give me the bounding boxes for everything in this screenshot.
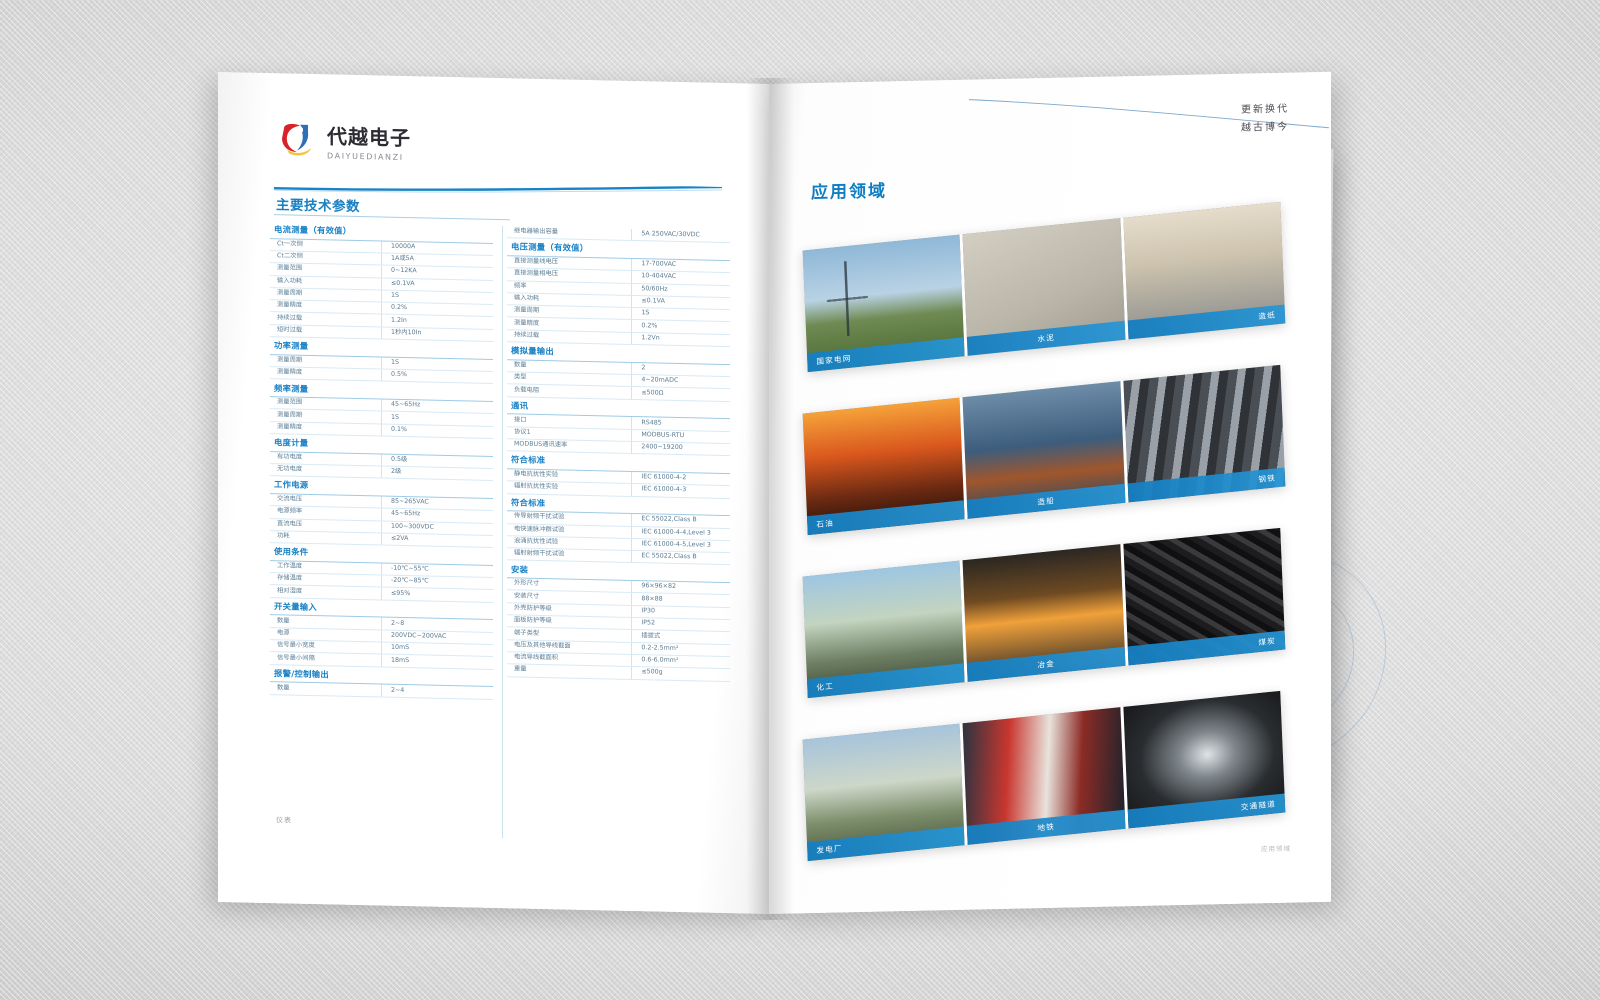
gallery-image-cell[interactable]: 造纸 [1123,201,1286,340]
gallery-caption-label: 石油 [816,518,835,530]
gallery-caption-label: 地铁 [1037,821,1056,833]
gallery-image-cell[interactable]: 交通隧道 [1123,690,1286,829]
gallery-image-cell[interactable]: 水泥 [962,218,1126,356]
gallery-row: 国家电网 水泥 造纸 [802,201,1286,373]
right-page-tagline: 更新换代 越古博今 [1241,103,1289,134]
logo-name-en: DAIYUEDIANZI [327,151,404,163]
spec-table-column-left: 电流测量（有效值） Ct一次侧 10000A Ct二次侧 1A或5A 测量范围 0~12KA… [270,221,493,846]
gallery-image-cell[interactable]: 钢铁 [1123,364,1286,503]
gallery-row: 发电厂 地铁 交通隧道 [802,690,1286,862]
gallery-row: 化工 冶金 煤炭 [802,527,1286,699]
spec-row-key: 重量 [507,663,632,680]
left-page-footer: 仪表 [276,816,292,825]
logo-name-cn: 代越电子 [327,124,411,151]
brochure-right-page: 更新换代 越古博今 应用领域 国家电网 水泥 造纸石油 造船 钢铁化工 冶金 煤炭发电厂 地铁… [769,71,1331,914]
company-logo: 代越电子 DAIYUEDIANZI [278,119,411,162]
spec-row-value: ≤500g [631,666,730,682]
gallery-caption-label: 煤炭 [1258,636,1277,648]
spec-row-value: 2~4 [381,684,493,700]
spec-row-key: 数量 [270,681,382,697]
gallery-caption-label: 化工 [816,681,835,693]
gallery-caption-label: 国家电网 [816,353,852,367]
gallery-image-cell[interactable]: 煤炭 [1123,527,1286,666]
gallery-image-cell[interactable]: 发电厂 [802,723,965,862]
gallery-caption-label: 交通隧道 [1240,799,1277,812]
gallery-caption-label: 造纸 [1258,310,1277,322]
spec-tables: 电流测量（有效值） Ct一次侧 10000A Ct二次侧 1A或5A 测量范围 0~12KA… [270,221,730,851]
gallery-caption-label: 冶金 [1037,658,1056,670]
spec-table-column-right: 继电器输出容量 5A 250VAC/30VDC 电压测量（有效值） 直接测量线电压 17… [507,226,730,851]
title-underline [274,214,510,221]
right-page-title-wrap: 应用领域 [811,176,887,203]
logo-mark-icon [278,119,318,160]
right-page-title: 应用领域 [811,181,887,204]
gallery-row: 石油 造船 钢铁 [802,364,1286,536]
column-divider [502,226,503,839]
right-page-hairline [968,90,1330,138]
brochure-spread: 代越电子 DAIYUEDIANZI 主要技术参数 电流测量（有效值） Ct一次侧 1… [218,71,1338,920]
left-page-title: 主要技术参数 [276,197,360,216]
header-swoosh-rule [273,176,723,200]
gallery-image-cell[interactable]: 化工 [802,560,965,699]
right-page-footer: 应用领域 [1261,844,1291,854]
gallery-caption-label: 钢铁 [1258,473,1277,485]
gallery-image-cell[interactable]: 冶金 [962,544,1126,682]
brochure-left-page: 代越电子 DAIYUEDIANZI 主要技术参数 电流测量（有效值） Ct一次侧 1… [218,71,770,914]
gallery-image-cell[interactable]: 国家电网 [802,234,965,373]
gallery-caption-label: 发电厂 [816,843,843,856]
gallery-image-cell[interactable]: 石油 [802,397,965,536]
application-gallery: 国家电网 水泥 造纸石油 造船 钢铁化工 冶金 煤炭发电厂 地铁 交通隧道 [802,201,1286,881]
gallery-image-cell[interactable]: 造船 [962,381,1126,519]
spec-table: 继电器输出容量 5A 250VAC/30VDC 电压测量（有效值） 直接测量线电压 17… [507,226,730,682]
gallery-caption-label: 造船 [1037,495,1056,507]
gallery-caption-label: 水泥 [1037,332,1056,344]
spec-table: 电流测量（有效值） Ct一次侧 10000A Ct二次侧 1A或5A 测量范围 0~12KA… [270,221,493,700]
gallery-image-cell[interactable]: 地铁 [962,707,1126,845]
